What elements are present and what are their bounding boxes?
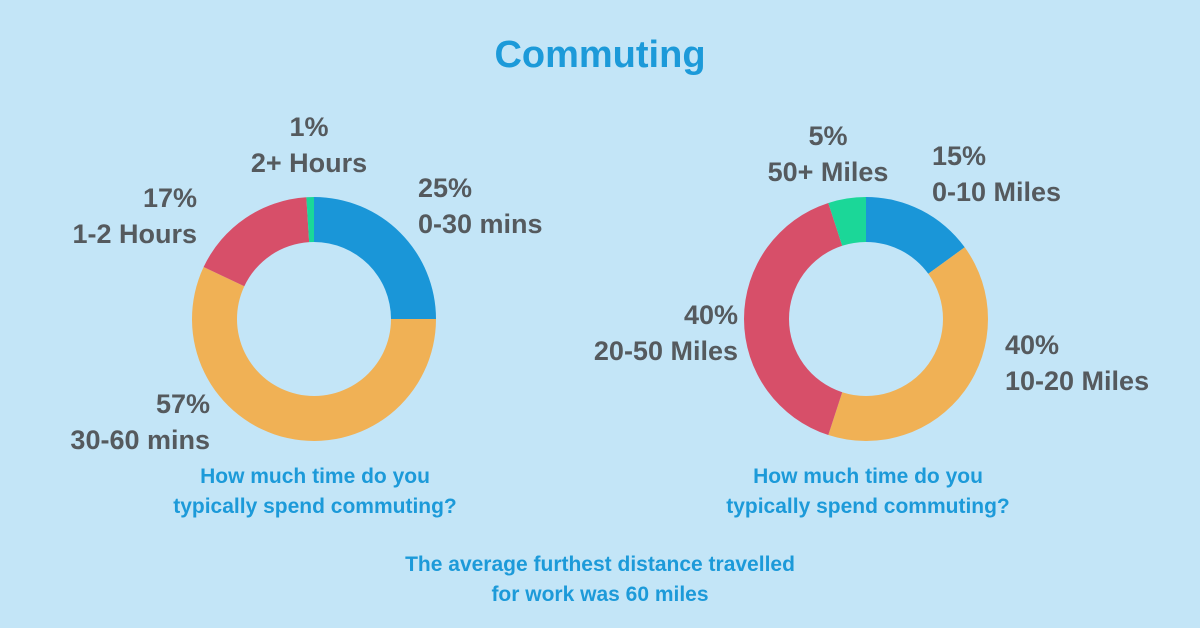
chart-1-caption: How much time do you typically spend com…: [115, 462, 515, 522]
footer-line-1: The average furthest distance travelled: [405, 553, 795, 576]
chart-1-slice-2-value-label: 57%: [156, 389, 210, 419]
chart-2-slice-2-category-label: 10-20 Miles: [1005, 366, 1149, 396]
chart-2-slice-4-value-label: 5%: [808, 121, 847, 151]
chart-2-slice-3-value-label: 40%: [684, 300, 738, 330]
footer-line-2: for work was 60 miles: [491, 583, 709, 606]
chart-2-slice-3: [744, 202, 843, 436]
chart-1-slice-3: [203, 197, 310, 287]
footer-note: The average furthest distance travelled …: [300, 550, 900, 610]
chart-1-slice-2: [191, 267, 436, 441]
chart-1-caption-line-2: typically spend commuting?: [173, 495, 457, 518]
chart-1-slice-2-category-label: 30-60 mins: [70, 425, 210, 455]
chart-2-caption-line-2: typically spend commuting?: [726, 495, 1010, 518]
chart-1-slice-3-category-label: 1-2 Hours: [72, 219, 197, 249]
chart-1-slice-1: [314, 197, 436, 319]
chart-1-slice-4-value-label: 1%: [289, 112, 328, 142]
chart-1-slice-1-category-label: 0-30 mins: [418, 209, 543, 239]
chart-1-slice-4: [306, 197, 314, 243]
chart-2-slice-4: [828, 197, 866, 246]
chart-2-slice-2: [828, 247, 988, 441]
chart-1-slice-4-category-label: 2+ Hours: [251, 148, 367, 178]
chart-2-caption: How much time do you typically spend com…: [668, 462, 1068, 522]
chart-2-slice-4-category-label: 50+ Miles: [768, 157, 889, 187]
chart-2-slice-2-value-label: 40%: [1005, 330, 1059, 360]
page-title: Commuting: [494, 34, 706, 76]
chart-1-slice-3-value-label: 17%: [143, 183, 197, 213]
chart-2-slice-1-category-label: 0-10 Miles: [932, 177, 1061, 207]
chart-1-caption-line-1: How much time do you: [200, 465, 430, 488]
chart-2-caption-line-1: How much time do you: [753, 465, 983, 488]
chart-2-slice-1: [866, 197, 965, 274]
chart-1-slice-1-value-label: 25%: [418, 173, 472, 203]
chart-2-slice-1-value-label: 15%: [932, 141, 986, 171]
chart-2-slice-3-category-label: 20-50 Miles: [594, 336, 738, 366]
